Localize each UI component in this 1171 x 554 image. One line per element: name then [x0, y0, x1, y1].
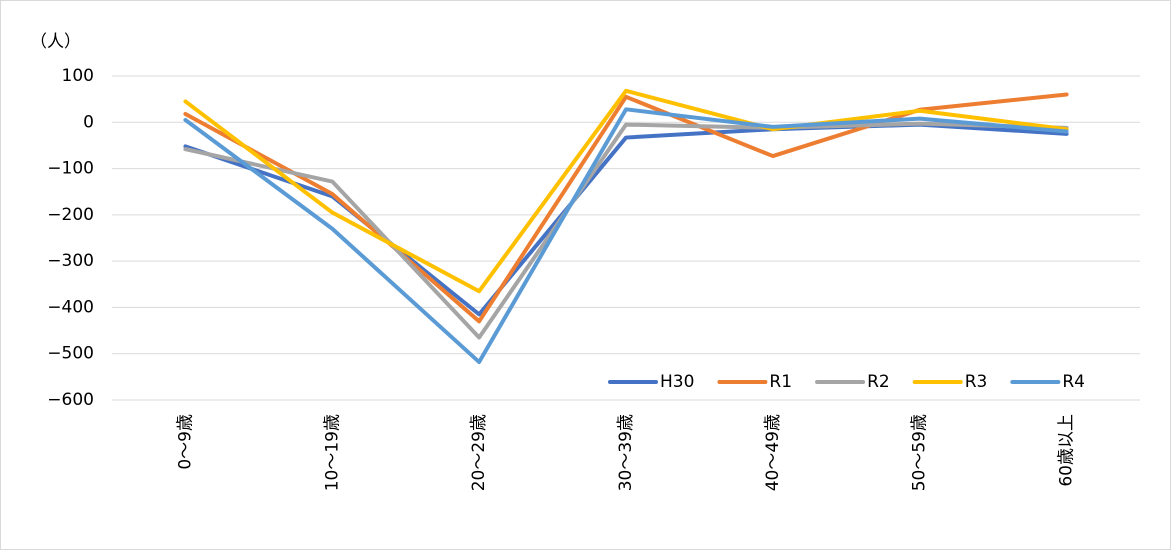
legend-label: H30 [660, 372, 694, 392]
legend-label: R4 [1062, 372, 1085, 392]
legend-label: R3 [965, 372, 988, 392]
y-unit: （人） [30, 32, 81, 52]
x-tick-label: 20～29歳 [469, 414, 489, 491]
legend-label: R1 [769, 372, 792, 392]
x-tick-label: 40～49歳 [763, 414, 783, 491]
y-tick-label: −600 [47, 390, 94, 410]
x-tick-label: 60歳以上 [1057, 414, 1077, 487]
y-tick-label: −500 [47, 344, 94, 364]
series-line [183, 107, 1069, 365]
y-tick-label: 0 [83, 112, 94, 132]
y-tick-label: −300 [47, 251, 94, 271]
y-tick-label: −200 [47, 205, 94, 225]
y-tick-label: 100 [62, 66, 94, 86]
series-line [183, 88, 1069, 294]
y-tick-label: −400 [47, 297, 94, 317]
legend-label: R2 [867, 372, 890, 392]
x-tick-label: 10～19歳 [322, 414, 342, 491]
x-tick-label: 30～39歳 [616, 414, 636, 491]
y-tick-label: −100 [47, 159, 94, 179]
x-tick-label: 0～9歳 [175, 414, 195, 470]
x-tick-label: 50～59歳 [910, 414, 930, 491]
series-line [183, 121, 1069, 340]
